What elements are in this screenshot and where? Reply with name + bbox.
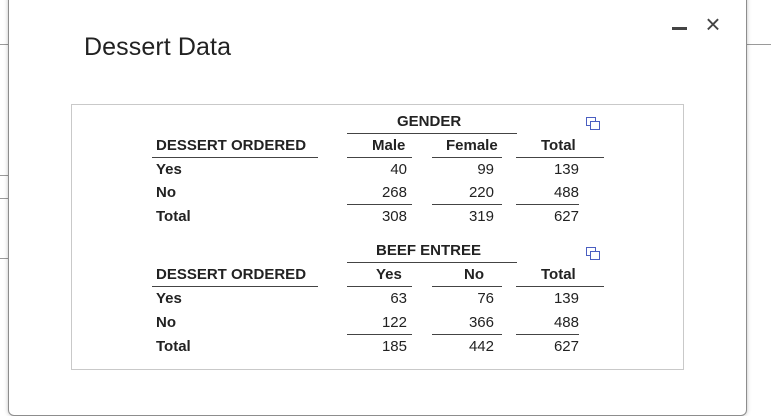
table-cell: 139: [553, 161, 579, 178]
column-header: Total: [541, 266, 576, 283]
total-rule: [516, 204, 579, 205]
row-label: Yes: [156, 161, 182, 178]
total-rule: [432, 334, 502, 335]
table-cell: 319: [468, 208, 494, 225]
table-cell: 308: [381, 208, 407, 225]
table-cell: 442: [468, 338, 494, 355]
table-cell: 139: [553, 290, 579, 307]
header-rule: [347, 157, 412, 158]
table-cell: 627: [553, 338, 579, 355]
minimize-button[interactable]: [670, 21, 690, 41]
total-rule: [347, 334, 412, 335]
row-label: No: [156, 314, 176, 331]
header-rule: [432, 157, 502, 158]
window-controls: ×: [670, 9, 750, 39]
group-header: GENDER: [397, 113, 462, 130]
table-cell: 122: [381, 314, 407, 331]
table-cell: 220: [468, 184, 494, 201]
header-rule: [432, 286, 502, 287]
group-header: BEEF ENTREE: [376, 242, 482, 259]
total-rule: [432, 204, 502, 205]
header-rule: [152, 286, 318, 287]
background-divider: [0, 258, 8, 259]
background-divider: [0, 198, 8, 199]
table-cell: 268: [381, 184, 407, 201]
table-cell: 627: [553, 208, 579, 225]
group-header-rule: [347, 262, 517, 263]
total-rule: [347, 204, 412, 205]
background-divider: [0, 175, 8, 176]
table-cell: 488: [553, 184, 579, 201]
dessert-data-dialog: Dessert Data × GENDER DESSERT ORDERED Ma…: [8, 0, 747, 416]
copy-data-icon[interactable]: [586, 247, 600, 260]
column-header: Male: [372, 137, 406, 154]
column-header: Total: [541, 137, 576, 154]
column-header: Female: [446, 137, 498, 154]
table-cell: 185: [381, 338, 407, 355]
row-label: Total: [156, 338, 191, 355]
column-header: Yes: [376, 266, 402, 283]
table-cell: 366: [468, 314, 494, 331]
header-rule: [152, 157, 318, 158]
dialog-title: Dessert Data: [84, 33, 232, 61]
group-header-rule: [347, 133, 517, 134]
table-cell: 99: [477, 161, 494, 178]
table-cell: 40: [390, 161, 407, 178]
row-label: No: [156, 184, 176, 201]
header-rule: [347, 286, 412, 287]
background-divider: [745, 44, 771, 45]
row-label: Yes: [156, 290, 182, 307]
column-header: No: [464, 266, 484, 283]
header-rule: [516, 157, 604, 158]
copy-data-icon[interactable]: [586, 117, 600, 130]
close-button[interactable]: ×: [705, 9, 721, 39]
data-panel: GENDER DESSERT ORDERED Male Female Total…: [71, 104, 684, 370]
row-header: DESSERT ORDERED: [156, 137, 307, 154]
table-cell: 76: [477, 290, 494, 307]
total-rule: [516, 334, 579, 335]
row-label: Total: [156, 208, 191, 225]
table-cell: 488: [553, 314, 579, 331]
table-cell: 63: [390, 290, 407, 307]
header-rule: [516, 286, 604, 287]
background-divider: [0, 44, 8, 45]
row-header: DESSERT ORDERED: [156, 266, 307, 283]
